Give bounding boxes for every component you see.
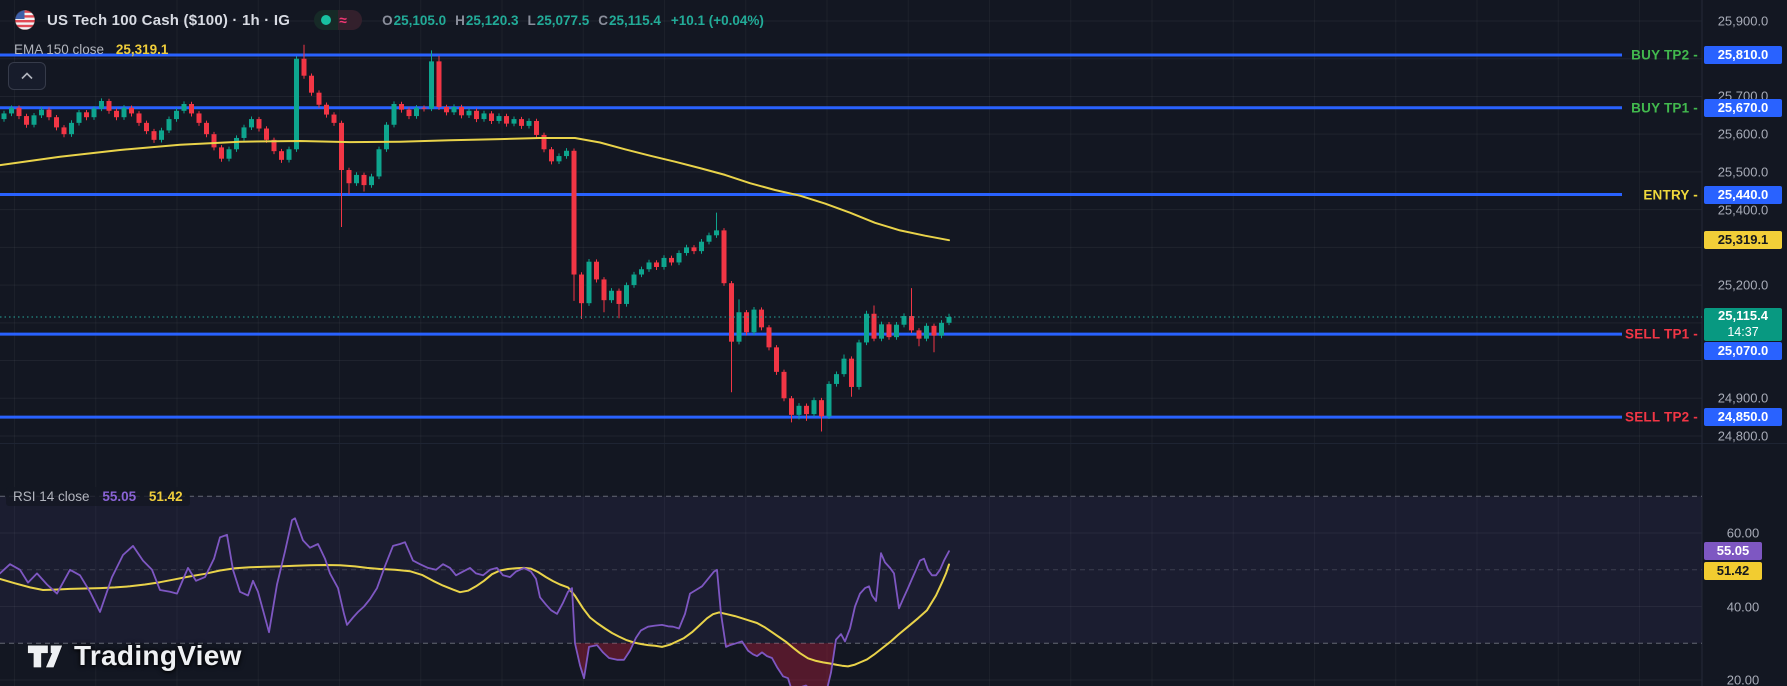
ohlc-values: O25,105.0 H25,120.3 L25,077.5 C25,115.4 … xyxy=(382,12,764,28)
price-change: +10.1 (+0.04%) xyxy=(670,12,764,28)
tradingview-logo[interactable]: TradingView xyxy=(26,640,242,672)
market-status-pill[interactable]: ≈ xyxy=(314,10,363,30)
rsi-value: 55.05 xyxy=(102,489,137,504)
ema-value: 25,319.1 xyxy=(115,42,169,57)
ema-indicator-legend[interactable]: EMA 150 close 25,319.1 xyxy=(14,42,169,57)
delayed-data-icon: ≈ xyxy=(339,12,347,28)
tradingview-glyph-icon xyxy=(27,644,64,669)
market-open-dot-icon xyxy=(321,15,332,25)
symbol-title[interactable]: US Tech 100 Cash ($100) · 1h · IG xyxy=(47,11,291,29)
collapse-indicator-button[interactable] xyxy=(8,62,46,90)
rsi-indicator-legend[interactable]: RSI 14 close 55.05 51.42 xyxy=(6,487,190,506)
us-flag-icon xyxy=(14,9,36,31)
chevron-up-icon xyxy=(21,72,33,80)
rsi-ma-value: 51.42 xyxy=(148,489,183,504)
chart-header: US Tech 100 Cash ($100) · 1h · IG ≈ O25,… xyxy=(14,9,764,31)
